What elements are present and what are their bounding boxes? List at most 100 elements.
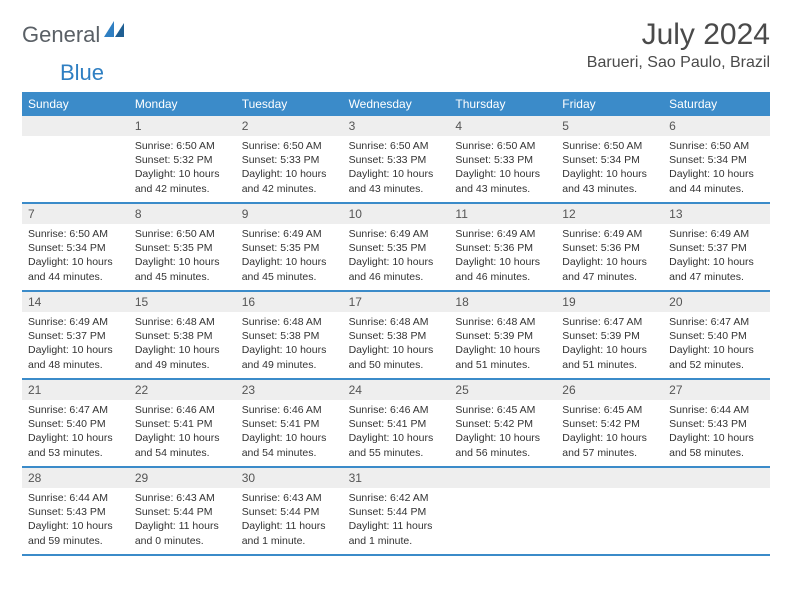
day-body: Sunrise: 6:47 AMSunset: 5:40 PMDaylight:…	[663, 312, 770, 378]
sunrise-text: Sunrise: 6:49 AM	[669, 227, 764, 241]
day-body: Sunrise: 6:44 AMSunset: 5:43 PMDaylight:…	[663, 400, 770, 466]
day-body: Sunrise: 6:49 AMSunset: 5:37 PMDaylight:…	[22, 312, 129, 378]
day-number: 25	[449, 380, 556, 400]
sunrise-text: Sunrise: 6:43 AM	[135, 491, 230, 505]
daylight-text: Daylight: 10 hours and 50 minutes.	[349, 343, 444, 371]
day-body: Sunrise: 6:49 AMSunset: 5:36 PMDaylight:…	[556, 224, 663, 290]
day-cell: 30Sunrise: 6:43 AMSunset: 5:44 PMDayligh…	[236, 468, 343, 554]
sunset-text: Sunset: 5:42 PM	[562, 417, 657, 431]
day-cell: 15Sunrise: 6:48 AMSunset: 5:38 PMDayligh…	[129, 292, 236, 378]
sunset-text: Sunset: 5:38 PM	[135, 329, 230, 343]
logo-text-blue: Blue	[60, 60, 792, 86]
sunset-text: Sunset: 5:33 PM	[349, 153, 444, 167]
sunrise-text: Sunrise: 6:50 AM	[28, 227, 123, 241]
day-number: 28	[22, 468, 129, 488]
daylight-text: Daylight: 10 hours and 51 minutes.	[455, 343, 550, 371]
sunrise-text: Sunrise: 6:47 AM	[28, 403, 123, 417]
day-body: Sunrise: 6:49 AMSunset: 5:37 PMDaylight:…	[663, 224, 770, 290]
day-number: 17	[343, 292, 450, 312]
sunrise-text: Sunrise: 6:49 AM	[455, 227, 550, 241]
sunset-text: Sunset: 5:41 PM	[349, 417, 444, 431]
sunset-text: Sunset: 5:40 PM	[669, 329, 764, 343]
sunset-text: Sunset: 5:43 PM	[28, 505, 123, 519]
day-body: Sunrise: 6:43 AMSunset: 5:44 PMDaylight:…	[236, 488, 343, 554]
day-body: Sunrise: 6:50 AMSunset: 5:33 PMDaylight:…	[343, 136, 450, 202]
daylight-text: Daylight: 10 hours and 49 minutes.	[242, 343, 337, 371]
day-cell	[556, 468, 663, 554]
day-cell: 11Sunrise: 6:49 AMSunset: 5:36 PMDayligh…	[449, 204, 556, 290]
sunrise-text: Sunrise: 6:45 AM	[455, 403, 550, 417]
sunset-text: Sunset: 5:43 PM	[669, 417, 764, 431]
day-number: 13	[663, 204, 770, 224]
day-number	[663, 468, 770, 488]
day-number: 18	[449, 292, 556, 312]
day-body: Sunrise: 6:44 AMSunset: 5:43 PMDaylight:…	[22, 488, 129, 554]
day-cell: 8Sunrise: 6:50 AMSunset: 5:35 PMDaylight…	[129, 204, 236, 290]
sunset-text: Sunset: 5:33 PM	[242, 153, 337, 167]
day-number	[556, 468, 663, 488]
day-cell: 25Sunrise: 6:45 AMSunset: 5:42 PMDayligh…	[449, 380, 556, 466]
day-cell: 12Sunrise: 6:49 AMSunset: 5:36 PMDayligh…	[556, 204, 663, 290]
sunset-text: Sunset: 5:38 PM	[349, 329, 444, 343]
sunrise-text: Sunrise: 6:48 AM	[349, 315, 444, 329]
day-cell: 16Sunrise: 6:48 AMSunset: 5:38 PMDayligh…	[236, 292, 343, 378]
day-body: Sunrise: 6:48 AMSunset: 5:38 PMDaylight:…	[343, 312, 450, 378]
day-cell	[663, 468, 770, 554]
day-cell: 22Sunrise: 6:46 AMSunset: 5:41 PMDayligh…	[129, 380, 236, 466]
sunrise-text: Sunrise: 6:49 AM	[242, 227, 337, 241]
daylight-text: Daylight: 10 hours and 59 minutes.	[28, 519, 123, 547]
day-body: Sunrise: 6:42 AMSunset: 5:44 PMDaylight:…	[343, 488, 450, 554]
sunset-text: Sunset: 5:44 PM	[135, 505, 230, 519]
day-number: 10	[343, 204, 450, 224]
day-cell: 24Sunrise: 6:46 AMSunset: 5:41 PMDayligh…	[343, 380, 450, 466]
day-body: Sunrise: 6:49 AMSunset: 5:35 PMDaylight:…	[343, 224, 450, 290]
daylight-text: Daylight: 10 hours and 46 minutes.	[455, 255, 550, 283]
sunset-text: Sunset: 5:35 PM	[242, 241, 337, 255]
day-number: 14	[22, 292, 129, 312]
day-number	[449, 468, 556, 488]
day-body: Sunrise: 6:48 AMSunset: 5:38 PMDaylight:…	[236, 312, 343, 378]
day-number: 16	[236, 292, 343, 312]
sunrise-text: Sunrise: 6:49 AM	[28, 315, 123, 329]
sunset-text: Sunset: 5:41 PM	[242, 417, 337, 431]
sunrise-text: Sunrise: 6:50 AM	[349, 139, 444, 153]
day-number: 24	[343, 380, 450, 400]
sunset-text: Sunset: 5:44 PM	[349, 505, 444, 519]
day-cell: 2Sunrise: 6:50 AMSunset: 5:33 PMDaylight…	[236, 116, 343, 202]
day-header-thu: Thursday	[449, 92, 556, 116]
sunset-text: Sunset: 5:32 PM	[135, 153, 230, 167]
daylight-text: Daylight: 10 hours and 43 minutes.	[349, 167, 444, 195]
day-number: 15	[129, 292, 236, 312]
sunrise-text: Sunrise: 6:43 AM	[242, 491, 337, 505]
week-row: 28Sunrise: 6:44 AMSunset: 5:43 PMDayligh…	[22, 468, 770, 556]
day-cell: 1Sunrise: 6:50 AMSunset: 5:32 PMDaylight…	[129, 116, 236, 202]
day-body: Sunrise: 6:48 AMSunset: 5:39 PMDaylight:…	[449, 312, 556, 378]
day-number	[22, 116, 129, 136]
day-cell: 28Sunrise: 6:44 AMSunset: 5:43 PMDayligh…	[22, 468, 129, 554]
day-cell: 21Sunrise: 6:47 AMSunset: 5:40 PMDayligh…	[22, 380, 129, 466]
day-body: Sunrise: 6:48 AMSunset: 5:38 PMDaylight:…	[129, 312, 236, 378]
sunrise-text: Sunrise: 6:50 AM	[669, 139, 764, 153]
day-number: 8	[129, 204, 236, 224]
day-number: 19	[556, 292, 663, 312]
weeks-container: 1Sunrise: 6:50 AMSunset: 5:32 PMDaylight…	[22, 116, 770, 556]
sunset-text: Sunset: 5:34 PM	[28, 241, 123, 255]
sunrise-text: Sunrise: 6:44 AM	[28, 491, 123, 505]
sunrise-text: Sunrise: 6:50 AM	[135, 139, 230, 153]
sunset-text: Sunset: 5:37 PM	[669, 241, 764, 255]
day-cell: 31Sunrise: 6:42 AMSunset: 5:44 PMDayligh…	[343, 468, 450, 554]
day-header-tue: Tuesday	[236, 92, 343, 116]
day-cell: 20Sunrise: 6:47 AMSunset: 5:40 PMDayligh…	[663, 292, 770, 378]
daylight-text: Daylight: 10 hours and 47 minutes.	[562, 255, 657, 283]
day-cell: 4Sunrise: 6:50 AMSunset: 5:33 PMDaylight…	[449, 116, 556, 202]
day-number: 7	[22, 204, 129, 224]
sunrise-text: Sunrise: 6:46 AM	[349, 403, 444, 417]
daylight-text: Daylight: 10 hours and 45 minutes.	[135, 255, 230, 283]
daylight-text: Daylight: 10 hours and 57 minutes.	[562, 431, 657, 459]
day-cell: 7Sunrise: 6:50 AMSunset: 5:34 PMDaylight…	[22, 204, 129, 290]
sunrise-text: Sunrise: 6:49 AM	[349, 227, 444, 241]
daylight-text: Daylight: 10 hours and 53 minutes.	[28, 431, 123, 459]
sunset-text: Sunset: 5:35 PM	[135, 241, 230, 255]
daylight-text: Daylight: 10 hours and 54 minutes.	[135, 431, 230, 459]
day-body: Sunrise: 6:46 AMSunset: 5:41 PMDaylight:…	[236, 400, 343, 466]
